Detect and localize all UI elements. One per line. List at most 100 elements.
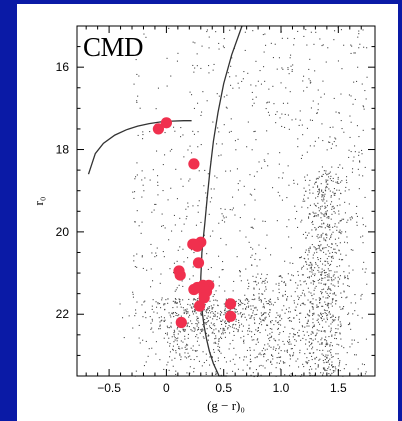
field-star <box>238 87 240 89</box>
field-star <box>245 308 247 310</box>
field-star <box>220 208 222 210</box>
field-star <box>350 328 352 330</box>
field-star <box>267 303 269 305</box>
field-star <box>123 337 125 339</box>
field-star <box>286 226 288 228</box>
field-star <box>362 268 364 270</box>
field-star <box>201 45 203 47</box>
field-star <box>324 189 326 191</box>
field-star <box>150 322 152 324</box>
field-star <box>215 335 217 337</box>
field-star <box>161 319 163 321</box>
field-star <box>341 180 343 182</box>
field-star <box>278 284 280 286</box>
field-star <box>239 313 241 315</box>
field-star <box>176 302 178 304</box>
field-star <box>311 235 313 237</box>
field-star <box>321 342 323 344</box>
field-star <box>201 111 203 113</box>
field-star <box>134 191 136 193</box>
field-star <box>208 72 210 74</box>
field-star <box>304 179 306 181</box>
field-star <box>334 285 336 287</box>
field-star <box>233 334 235 336</box>
field-star <box>217 349 219 351</box>
field-star <box>261 167 263 169</box>
field-star <box>322 296 324 298</box>
field-star <box>192 205 194 207</box>
field-star <box>337 282 339 284</box>
field-star <box>265 316 267 318</box>
field-star <box>232 324 234 326</box>
field-star <box>345 186 347 188</box>
field-star <box>312 318 314 320</box>
field-star <box>171 230 173 232</box>
field-star <box>321 318 323 320</box>
field-star <box>288 336 290 338</box>
field-star <box>338 316 340 318</box>
field-star <box>344 212 346 214</box>
field-star <box>337 358 339 360</box>
field-star <box>310 282 312 284</box>
field-star <box>219 313 221 315</box>
field-star <box>248 300 250 302</box>
field-star <box>175 298 177 300</box>
field-star <box>165 332 167 334</box>
member-star <box>225 310 237 322</box>
field-star <box>337 176 339 178</box>
field-star <box>209 201 211 203</box>
field-star <box>157 194 159 196</box>
field-star <box>331 305 333 307</box>
field-star <box>283 362 285 364</box>
field-star <box>222 269 224 271</box>
field-star <box>312 186 314 188</box>
field-star <box>162 225 164 227</box>
field-star <box>361 153 363 155</box>
field-star <box>314 357 316 359</box>
field-star <box>334 366 336 368</box>
field-star <box>157 303 159 305</box>
field-star <box>215 373 217 375</box>
field-star <box>267 334 269 336</box>
field-star <box>310 374 312 376</box>
field-star <box>349 115 351 117</box>
field-star <box>179 353 181 355</box>
field-star <box>187 202 189 204</box>
field-star <box>212 331 214 333</box>
field-star <box>170 316 172 318</box>
field-star <box>337 280 339 282</box>
field-star <box>164 303 166 305</box>
field-star <box>255 307 257 309</box>
field-star <box>301 374 303 376</box>
field-star <box>352 168 354 170</box>
field-star <box>324 359 326 361</box>
field-star <box>182 134 184 136</box>
field-star <box>320 212 322 214</box>
field-star <box>161 213 163 215</box>
field-star <box>194 309 196 311</box>
field-star <box>330 180 332 182</box>
field-star <box>144 312 146 314</box>
field-star <box>309 374 311 376</box>
field-star <box>313 289 315 291</box>
field-star <box>191 249 193 251</box>
field-star <box>174 337 176 339</box>
field-star <box>288 339 290 341</box>
field-star <box>321 289 323 291</box>
field-star <box>327 297 329 299</box>
x-tick-label: 0.5 <box>215 381 232 395</box>
field-star <box>307 287 309 289</box>
field-star <box>198 328 200 330</box>
field-star <box>325 214 327 216</box>
field-star <box>320 274 322 276</box>
field-star <box>247 288 249 290</box>
field-star <box>174 298 176 300</box>
field-star <box>206 309 208 311</box>
field-star <box>348 94 350 96</box>
field-star <box>350 151 352 153</box>
field-star <box>284 126 286 128</box>
field-star <box>166 334 168 336</box>
field-star <box>323 251 325 253</box>
field-star <box>230 130 232 132</box>
field-star <box>312 223 314 225</box>
